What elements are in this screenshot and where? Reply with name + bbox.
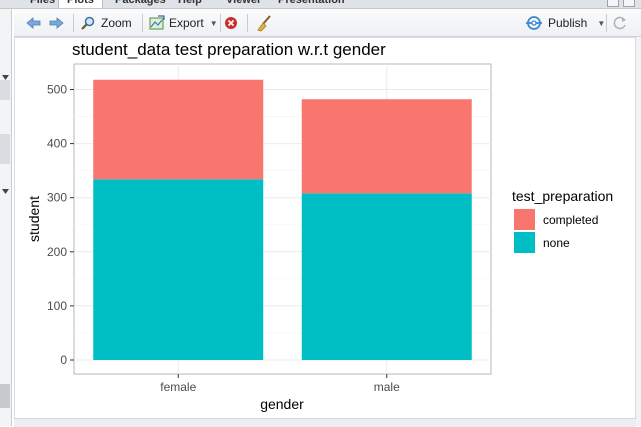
legend: test_preparation completed none <box>512 188 613 253</box>
legend-key-completed <box>514 209 535 230</box>
y-tick-label: 400 <box>47 137 67 151</box>
dropdown-caret-icon: ▼ <box>209 18 218 28</box>
legend-title: test_preparation <box>512 188 613 204</box>
bar-completed-male <box>301 99 472 194</box>
dropdown-caret-icon: ▼ <box>597 18 606 28</box>
left-pane-edge <box>0 9 12 426</box>
remove-circle-icon <box>225 17 237 29</box>
zoom-button[interactable]: Zoom <box>80 14 132 32</box>
refresh-icon <box>613 16 626 30</box>
bars <box>93 79 472 360</box>
back-button[interactable] <box>24 14 42 32</box>
publish-button[interactable]: Publish ▼ <box>524 14 605 32</box>
bar-none-male <box>301 193 472 360</box>
publish-label: Publish <box>548 16 588 30</box>
tab-help[interactable]: Help <box>178 0 202 6</box>
toolbar-separator <box>220 14 221 32</box>
arrow-right-icon <box>49 17 64 29</box>
refresh-button[interactable] <box>612 14 628 32</box>
y-tick-label: 300 <box>47 191 67 205</box>
y-tick-label: 500 <box>47 83 67 97</box>
export-image-icon <box>149 15 165 30</box>
stacked-bar-chart: student_data test preparation w.r.t gend… <box>26 40 613 412</box>
chart-title: student_data test preparation w.r.t gend… <box>72 40 386 59</box>
export-label: Export <box>169 16 204 30</box>
tab-presentation[interactable]: Presentation <box>278 0 345 6</box>
export-menu-button[interactable]: Export ▼ <box>148 14 218 32</box>
clear-all-plots-button[interactable] <box>255 14 273 32</box>
minimize-pane-icon[interactable] <box>607 0 619 7</box>
tab-plots[interactable]: Plots <box>58 0 103 8</box>
maximize-pane-icon[interactable] <box>623 0 635 7</box>
plot-viewer: student_data test preparation w.r.t gend… <box>14 37 636 419</box>
bar-completed-female <box>93 79 264 180</box>
legend-label-completed: completed <box>543 213 598 227</box>
left-pane-scroll-thumb[interactable] <box>0 384 10 408</box>
vertical-scrollbar[interactable] <box>636 37 641 426</box>
left-pane-row <box>0 134 10 164</box>
x-axis-label: gender <box>260 396 304 412</box>
pane-tab-bar: Files Plots Packages Help Viewer Present… <box>0 0 641 9</box>
collapse-arrow-icon[interactable] <box>1 187 10 196</box>
toolbar-separator <box>142 14 143 32</box>
toolbar-separator <box>606 14 607 32</box>
x-tick-label: female <box>160 380 196 394</box>
broom-icon <box>257 15 271 32</box>
pane-window-controls <box>607 0 635 7</box>
forward-button[interactable] <box>48 14 66 32</box>
legend-key-none <box>514 232 535 253</box>
zoom-label: Zoom <box>101 16 132 30</box>
toolbar-separator <box>247 14 248 32</box>
y-tick-label: 100 <box>47 299 67 313</box>
tab-packages[interactable]: Packages <box>115 0 166 6</box>
tab-files[interactable]: Files <box>30 0 56 6</box>
legend-label-none: none <box>543 236 570 250</box>
publish-icon <box>526 16 542 30</box>
collapse-arrow-icon[interactable] <box>1 73 10 82</box>
arrow-left-icon <box>26 17 41 29</box>
y-axis: 0 100 200 300 400 500 <box>47 83 74 367</box>
x-axis: female male <box>160 374 400 394</box>
x-tick-label: male <box>374 380 400 394</box>
tab-viewer[interactable]: Viewer <box>226 0 262 6</box>
y-tick-label: 200 <box>47 245 67 259</box>
y-tick-label: 0 <box>60 353 67 367</box>
magnifier-icon <box>81 16 95 30</box>
plots-toolbar: Zoom Export ▼ Publish ▼ <box>14 9 641 37</box>
pane-bottom-edge <box>14 418 636 427</box>
remove-plot-button[interactable] <box>224 14 238 32</box>
left-pane-row <box>0 80 10 100</box>
y-axis-label: student <box>26 196 42 242</box>
toolbar-separator <box>73 14 74 32</box>
bar-none-female <box>93 179 264 360</box>
